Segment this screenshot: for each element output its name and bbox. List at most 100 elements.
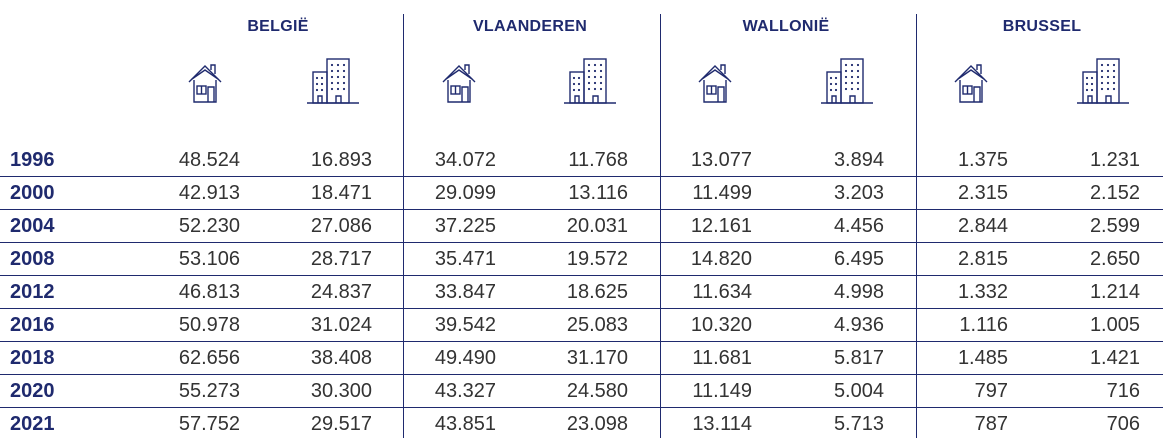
cell-value: 13.116: [568, 182, 628, 204]
cell-value: 3.894: [833, 149, 884, 171]
year-label: 2008: [10, 248, 55, 270]
cell-value: 706: [1106, 413, 1140, 435]
apartment-icon: [819, 56, 875, 106]
cell-value: 19.572: [566, 248, 628, 270]
cell-value: 11.681: [692, 347, 752, 369]
cell-value: 1.116: [959, 314, 1008, 336]
apartment-icon: [1075, 56, 1131, 106]
cell-value: 3.203: [833, 182, 884, 204]
cell-value: 2.844: [957, 215, 1008, 237]
cell-value: 30.300: [310, 380, 372, 402]
apartment-icon: [562, 56, 618, 106]
apartment-icon: [305, 56, 361, 106]
cell-value: 4.998: [833, 281, 884, 303]
cell-value: 16.893: [310, 149, 372, 171]
cell-value: 11.499: [692, 182, 752, 204]
cell-value: 797: [974, 380, 1008, 402]
cell-value: 24.837: [310, 281, 372, 303]
cell-value: 62.656: [178, 347, 240, 369]
cell-value: 13.077: [690, 149, 752, 171]
cell-value: 787: [974, 413, 1008, 435]
cell-value: 1.332: [957, 281, 1008, 303]
cell-value: 25.083: [566, 314, 628, 336]
cell-value: 43.327: [434, 380, 496, 402]
cell-value: 37.225: [434, 215, 496, 237]
row-divider: [0, 242, 1163, 243]
cell-value: 48.524: [178, 149, 240, 171]
row-divider: [0, 341, 1163, 342]
house-icon: [439, 60, 479, 106]
cell-value: 23.098: [566, 413, 628, 435]
year-label: 2000: [10, 182, 55, 204]
year-label: 2021: [10, 413, 55, 435]
cell-value: 11.149: [692, 380, 752, 402]
cell-value: 38.408: [310, 347, 372, 369]
house-icon: [185, 60, 225, 106]
cell-value: 33.847: [434, 281, 496, 303]
cell-value: 1.231: [1089, 149, 1140, 171]
cell-value: 46.813: [178, 281, 240, 303]
cell-value: 31.024: [310, 314, 372, 336]
house-icon: [695, 60, 735, 106]
cell-value: 18.471: [310, 182, 372, 204]
cell-value: 4.456: [833, 215, 884, 237]
cell-value: 24.580: [566, 380, 628, 402]
row-divider: [0, 176, 1163, 177]
cell-value: 27.086: [310, 215, 372, 237]
cell-value: 1.005: [1089, 314, 1140, 336]
cell-value: 1.214: [1089, 281, 1140, 303]
cell-value: 43.851: [434, 413, 496, 435]
year-label: 2020: [10, 380, 55, 402]
column-divider: [916, 14, 917, 438]
cell-value: 11.768: [568, 149, 628, 171]
cell-value: 5.817: [833, 347, 884, 369]
row-divider: [0, 209, 1163, 210]
cell-value: 52.230: [178, 215, 240, 237]
cell-value: 11.634: [692, 281, 752, 303]
cell-value: 53.106: [178, 248, 240, 270]
cell-value: 10.320: [690, 314, 752, 336]
cell-value: 6.495: [833, 248, 884, 270]
cell-value: 1.421: [1089, 347, 1140, 369]
year-label: 2018: [10, 347, 55, 369]
cell-value: 13.114: [692, 413, 752, 435]
year-label: 2016: [10, 314, 55, 336]
cell-value: 5.004: [833, 380, 884, 402]
cell-value: 18.625: [566, 281, 628, 303]
cell-value: 716: [1106, 380, 1140, 402]
cell-value: 28.717: [310, 248, 372, 270]
cell-value: 4.936: [833, 314, 884, 336]
cell-value: 29.099: [434, 182, 496, 204]
cell-value: 12.161: [690, 215, 752, 237]
cell-value: 2.815: [957, 248, 1008, 270]
cell-value: 31.170: [566, 347, 628, 369]
cell-value: 14.820: [690, 248, 752, 270]
cell-value: 39.542: [434, 314, 496, 336]
column-divider: [660, 14, 661, 438]
row-divider: [0, 374, 1163, 375]
cell-value: 57.752: [178, 413, 240, 435]
group-header: WALLONIË: [742, 18, 830, 35]
cell-value: 2.152: [1089, 182, 1140, 204]
column-divider: [403, 14, 404, 438]
cell-value: 1.485: [957, 347, 1008, 369]
row-divider: [0, 308, 1163, 309]
group-header: VLAANDEREN: [472, 18, 588, 35]
cell-value: 2.315: [957, 182, 1008, 204]
year-label: 2004: [10, 215, 55, 237]
cell-value: 50.978: [178, 314, 240, 336]
year-label: 2012: [10, 281, 55, 303]
row-divider: [0, 275, 1163, 276]
cell-value: 2.650: [1089, 248, 1140, 270]
group-header: BRUSSEL: [1002, 18, 1082, 35]
cell-value: 1.375: [957, 149, 1008, 171]
cell-value: 29.517: [310, 413, 372, 435]
cell-value: 49.490: [434, 347, 496, 369]
cell-value: 5.713: [833, 413, 884, 435]
cell-value: 35.471: [434, 248, 496, 270]
cell-value: 34.072: [434, 149, 496, 171]
cell-value: 42.913: [178, 182, 240, 204]
year-label: 1996: [10, 149, 55, 171]
row-divider: [0, 407, 1163, 408]
